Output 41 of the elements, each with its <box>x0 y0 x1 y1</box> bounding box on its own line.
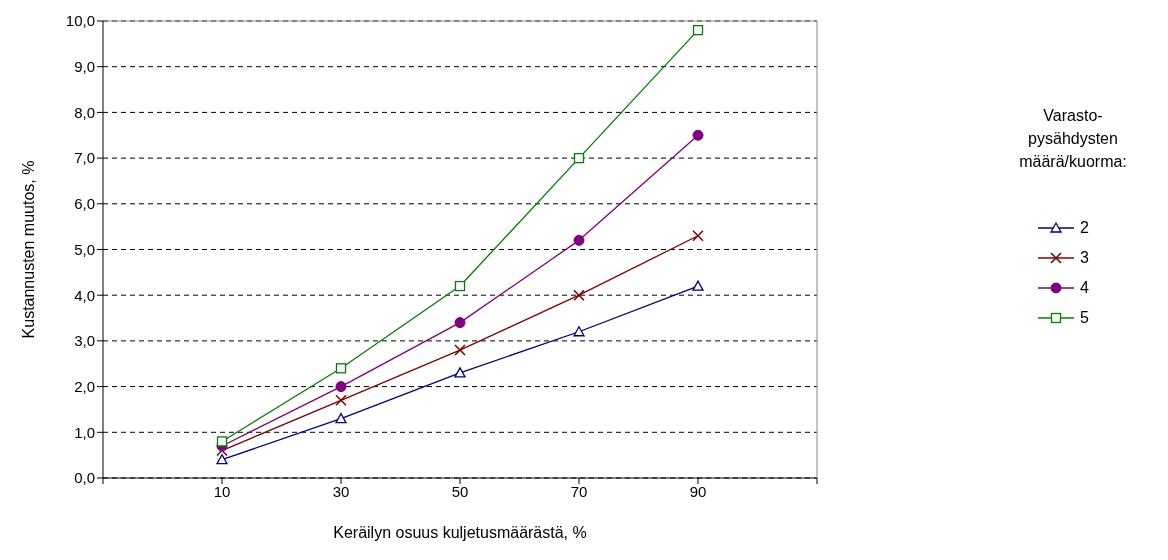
point <box>454 317 466 329</box>
x-tick-label: 10 <box>213 482 231 500</box>
point <box>692 24 704 36</box>
point <box>454 344 466 356</box>
x-tick-label: 90 <box>689 482 707 500</box>
point <box>692 230 704 242</box>
point <box>573 152 585 164</box>
legend-title: Varasto-pysähdysten määrä/kuorma: <box>1018 105 1128 172</box>
x-tick-label: 50 <box>451 482 469 500</box>
y-tick-label: 10,0 <box>65 12 95 30</box>
point <box>573 289 585 301</box>
x-tick-label: 70 <box>570 482 588 500</box>
y-tick-label: 3,0 <box>74 332 95 350</box>
y-axis-title: Kustannusten muutos, % <box>19 160 37 339</box>
point <box>573 326 585 337</box>
y-tick-label: 7,0 <box>74 149 95 167</box>
x-tick-label: 30 <box>332 482 350 500</box>
point <box>692 280 704 291</box>
point <box>692 129 704 141</box>
legend-label: 2 <box>1080 218 1090 237</box>
x-axis-title: Keräilyn osuus kuljetusmäärästä, % <box>333 524 587 541</box>
point <box>454 367 466 378</box>
y-tick-label: 5,0 <box>74 240 95 258</box>
y-tick-label: 1,0 <box>74 423 95 441</box>
y-tick-label: 0,0 <box>74 469 95 487</box>
legend-label: 3 <box>1080 248 1090 267</box>
point <box>454 280 466 292</box>
point <box>335 363 347 374</box>
point <box>573 234 585 246</box>
point <box>335 381 347 393</box>
y-tick-label: 6,0 <box>74 195 95 213</box>
legend-label: 4 <box>1080 278 1090 297</box>
y-tick-label: 9,0 <box>74 58 95 76</box>
point <box>335 412 347 424</box>
y-tick-label: 8,0 <box>74 103 95 121</box>
point <box>216 454 228 465</box>
point <box>335 394 347 407</box>
legend-label: 5 <box>1080 308 1090 327</box>
y-tick-label: 2,0 <box>74 377 95 395</box>
y-tick-label: 4,0 <box>74 286 95 304</box>
point <box>216 436 228 447</box>
